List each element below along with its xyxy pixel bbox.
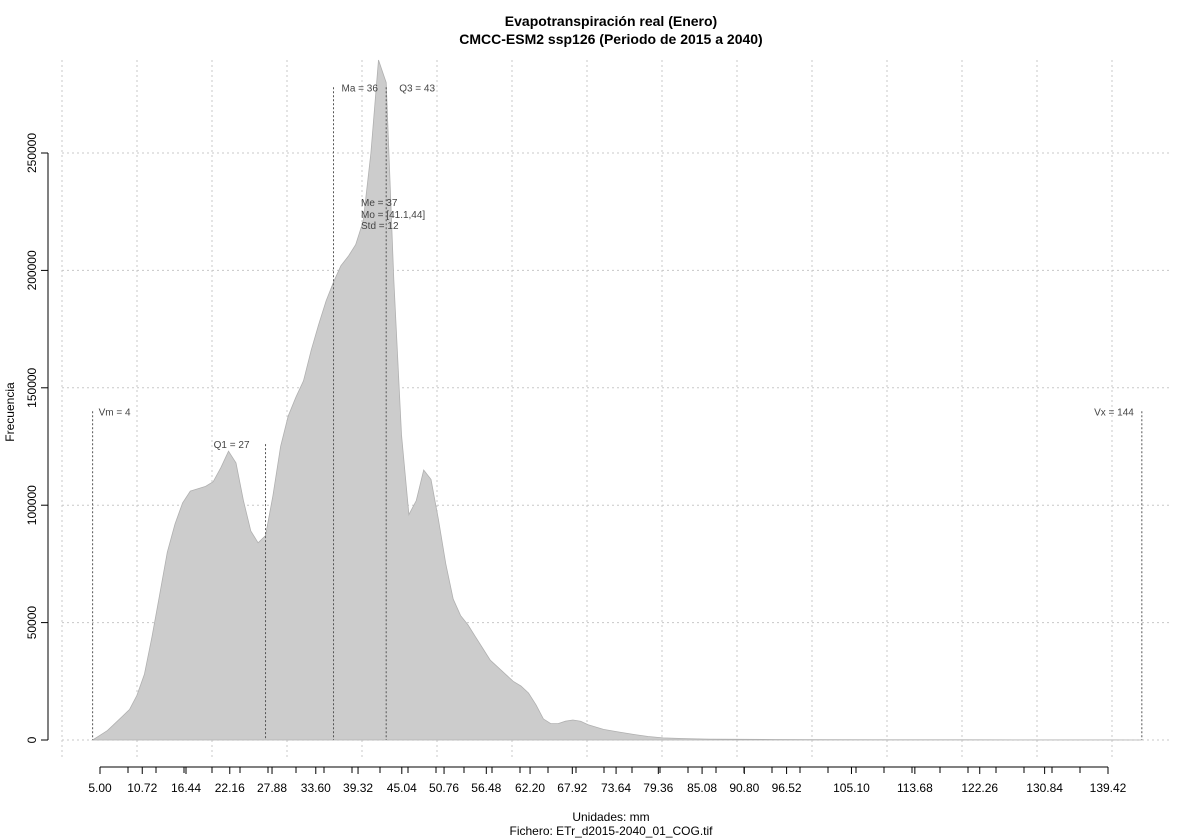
- x-tick-label: 105.10: [833, 781, 870, 795]
- marker-label-vx: Vx = 144: [1094, 407, 1134, 418]
- x-tick-label: 16.44: [171, 781, 201, 795]
- x-tick-label: 62.20: [515, 781, 545, 795]
- y-tick-label: 150000: [25, 367, 39, 407]
- y-tick-label: 50000: [25, 606, 39, 640]
- x-tick-label: 5.00: [88, 781, 112, 795]
- x-tick-label: 45.04: [387, 781, 417, 795]
- chart-title: Evapotranspiración real (Enero): [505, 13, 717, 29]
- marker-label-q1: Q1 = 27: [214, 440, 250, 451]
- stat-std: Std = 12: [361, 221, 399, 232]
- stat-median: Me = 37: [361, 198, 398, 209]
- x-tick-label: 122.26: [961, 781, 998, 795]
- x-tick-label: 73.64: [601, 781, 631, 795]
- x-axis-label: Unidades: mm: [572, 810, 649, 824]
- density-area: [91, 59, 1142, 741]
- x-tick-label: 130.84: [1026, 781, 1063, 795]
- y-axis: 0 50000 100000 150000 200000 250000: [25, 133, 49, 743]
- x-tick-label: 96.52: [772, 781, 802, 795]
- x-tick-label: 113.68: [897, 781, 933, 795]
- chart-subtitle: CMCC-ESM2 ssp126 (Periodo de 2015 a 2040…: [459, 31, 762, 47]
- x-tick-label: 22.16: [215, 781, 245, 795]
- y-tick-label: 250000: [25, 133, 39, 173]
- marker-label-q3: Q3 = 43: [399, 83, 435, 94]
- file-label: Fichero: ETr_d2015-2040_01_COG.tif: [510, 824, 714, 838]
- x-tick-label: 139.42: [1090, 781, 1127, 795]
- x-tick-label: 33.60: [301, 781, 331, 795]
- x-tick-label: 79.36: [643, 781, 673, 795]
- annotation-markers: Vm = 4 Q1 = 27 Ma = 36 Q3 = 43 Vx = 144: [92, 83, 1143, 740]
- x-tick-label: 10.72: [127, 781, 157, 795]
- y-tick-label: 100000: [25, 485, 39, 525]
- x-tick-label: 90.80: [729, 781, 759, 795]
- marker-label-ma: Ma = 36: [342, 83, 379, 94]
- x-tick-label: 50.76: [429, 781, 459, 795]
- y-tick-label: 200000: [25, 250, 39, 290]
- marker-label-vm: Vm = 4: [99, 407, 131, 418]
- x-tick-label: 39.32: [343, 781, 373, 795]
- x-tick-label: 67.92: [557, 781, 587, 795]
- stat-mode: Mo = [41.1,44]: [361, 210, 425, 221]
- y-tick-label: 0: [25, 736, 39, 743]
- y-axis-label: Frecuencia: [3, 382, 17, 442]
- x-tick-label: 27.88: [257, 781, 287, 795]
- density-polygon: [91, 59, 1142, 741]
- x-tick-label: 85.08: [687, 781, 717, 795]
- x-tick-label: 56.48: [471, 781, 501, 795]
- x-axis: 5.00 10.72 16.44 22.16 27.88 33.60 39.32 45.04 5…: [88, 766, 1127, 795]
